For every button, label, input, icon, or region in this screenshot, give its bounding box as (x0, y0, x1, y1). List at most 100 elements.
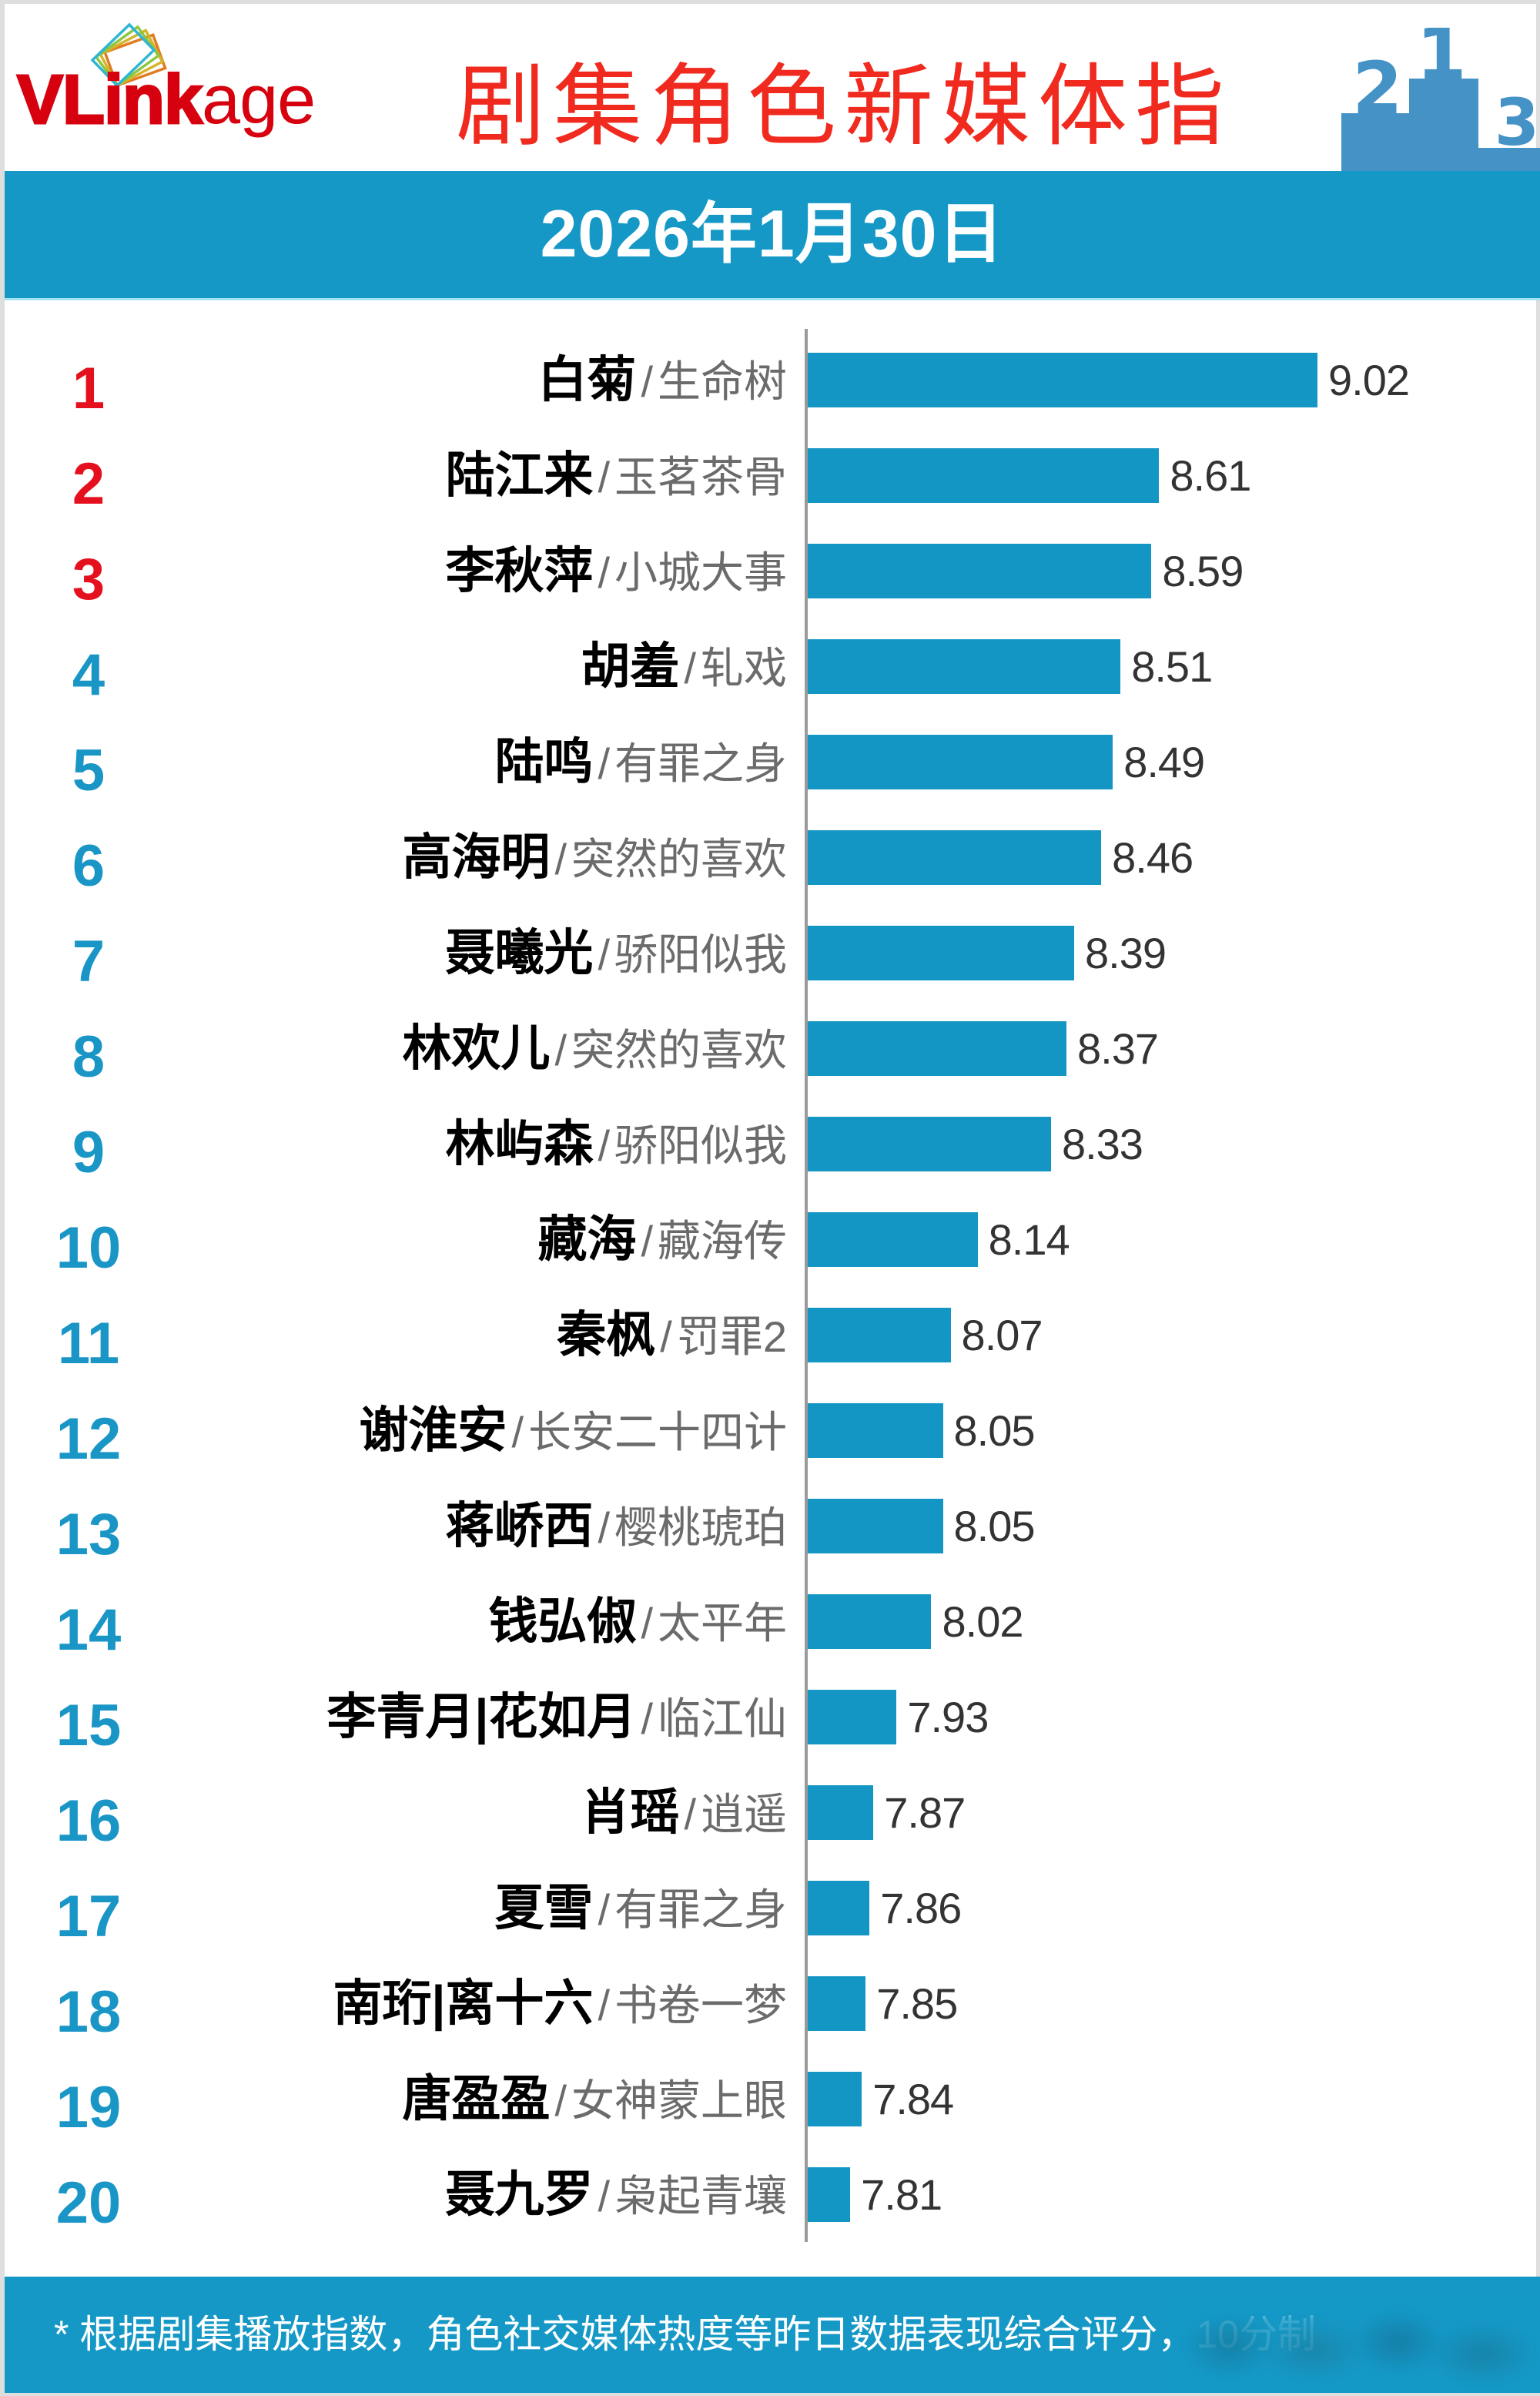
ranking-row: 1 白菊 / 生命树 9.02 (0, 339, 1540, 434)
character-name: 陆江来 (445, 447, 594, 503)
score-value: 7.86 (880, 1884, 962, 1932)
separator: / (684, 1790, 696, 1838)
ranking-row: 15 李青月|花如月 / 临江仙 7.93 (0, 1676, 1540, 1771)
character-name: 秦枫 (557, 1307, 656, 1362)
ranking-row: 7 聂曦光 / 骄阳似我 8.39 (0, 912, 1540, 1007)
score-bar (808, 830, 1102, 885)
rank-number: 19 (55, 2075, 122, 2140)
ranking-row: 2 陆江来 / 玉茗茶骨 8.61 (0, 434, 1540, 530)
ranking-row: 11 秦枫 / 罚罪2 8.07 (0, 1294, 1540, 1389)
ranking-row: 5 陆鸣 / 有罪之身 8.49 (0, 721, 1540, 816)
row-label: 聂曦光 / 骄阳似我 (445, 926, 787, 980)
drama-title: 太平年 (658, 1599, 787, 1647)
character-name: 白菊 (537, 352, 637, 407)
drama-title: 骄阳似我 (614, 1121, 787, 1170)
character-name: 唐盈盈 (402, 2071, 551, 2126)
logo-text-light: age (202, 62, 316, 139)
score-value: 8.49 (1123, 738, 1205, 786)
chart-axis-line (805, 329, 808, 2242)
character-name: 胡羞 (581, 638, 680, 694)
character-name: 李秋萍 (445, 543, 594, 598)
separator: / (598, 1981, 610, 2029)
score-value: 8.59 (1162, 547, 1244, 595)
watermark-overlay (1183, 2311, 1537, 2381)
character-name: 聂曦光 (445, 925, 594, 980)
score-value: 9.02 (1328, 356, 1410, 404)
score-bar (808, 448, 1160, 503)
separator: / (641, 1694, 653, 1743)
rank-number: 7 (72, 929, 105, 994)
rank-number: 13 (55, 1502, 122, 1567)
row-label: 李青月|花如月 / 临江仙 (327, 1690, 787, 1744)
drama-title: 长安二十四计 (528, 1408, 787, 1456)
character-name: 聂九罗 (445, 2166, 594, 2222)
score-bar (808, 1690, 897, 1744)
row-label: 藏海 / 藏海传 (537, 1212, 787, 1267)
character-name: 林屿森 (445, 1116, 594, 1171)
row-label: 陆江来 / 玉茗茶骨 (445, 448, 787, 503)
row-label: 李秋萍 / 小城大事 (445, 544, 787, 598)
rank-number: 9 (72, 1120, 105, 1185)
separator: / (684, 644, 696, 692)
row-label: 白菊 / 生命树 (537, 353, 787, 407)
score-value: 7.87 (884, 1788, 966, 1837)
score-value: 8.37 (1077, 1024, 1159, 1073)
separator: / (554, 835, 567, 883)
ranking-row: 4 胡羞 / 轧戏 8.51 (0, 625, 1540, 721)
drama-title: 生命树 (658, 357, 787, 406)
ranking-row: 8 林欢儿 / 突然的喜欢 8.37 (0, 1007, 1540, 1103)
separator: / (641, 357, 653, 406)
score-value: 7.84 (872, 2075, 954, 2123)
row-label: 聂九罗 / 枭起青壤 (445, 2167, 787, 2222)
score-bar (808, 1308, 951, 1362)
score-bar (808, 1785, 874, 1840)
score-value: 7.93 (907, 1693, 989, 1741)
ranking-row: 3 李秋萍 / 小城大事 8.59 (0, 530, 1540, 625)
drama-title: 罚罪2 (676, 1312, 787, 1361)
logo-wordmark: VLinkage (15, 65, 316, 136)
character-name: 陆鸣 (494, 734, 594, 789)
character-name: 肖瑶 (581, 1784, 680, 1840)
score-bar (808, 1499, 943, 1553)
rank-number: 20 (55, 2170, 122, 2236)
drama-title: 有罪之身 (614, 739, 787, 788)
ranking-row: 10 藏海 / 藏海传 8.14 (0, 1198, 1540, 1294)
score-value: 8.46 (1112, 833, 1194, 882)
rank-number: 1 (72, 356, 105, 421)
score-value: 7.85 (876, 1979, 958, 2028)
rank-number: 4 (72, 642, 105, 708)
logo-text-bold: VLink (15, 62, 203, 139)
score-value: 8.33 (1061, 1120, 1143, 1168)
podium-label-third: 3 (1495, 85, 1539, 160)
vlinkage-logo: VLinkage (15, 19, 346, 150)
footer-banner: * 根据剧集播放指数，角色社交媒体热度等昨日数据表现综合评分，10分制 (5, 2277, 1540, 2393)
ranking-row: 6 高海明 / 突然的喜欢 8.46 (0, 816, 1540, 912)
character-name: 谢淮安 (359, 1402, 507, 1458)
score-bar (808, 353, 1317, 407)
rank-number: 10 (55, 1215, 122, 1281)
drama-title: 逍遥 (701, 1790, 787, 1838)
separator: / (598, 930, 610, 979)
score-value: 8.14 (988, 1215, 1070, 1264)
separator: / (511, 1408, 524, 1456)
character-name: 林欢儿 (402, 1020, 551, 1076)
score-bar (808, 1403, 943, 1458)
row-label: 蒋峤西 / 樱桃琥珀 (445, 1499, 787, 1553)
score-bar (808, 926, 1075, 980)
score-bar (808, 544, 1152, 598)
character-name: 李青月|花如月 (326, 1689, 637, 1744)
row-label: 南珩|离十六 / 书卷一梦 (333, 1976, 787, 2031)
separator: / (598, 548, 610, 597)
drama-title: 女神蒙上眼 (571, 2076, 787, 2125)
score-bar (808, 735, 1113, 789)
rank-number: 17 (55, 1884, 122, 1949)
rank-number: 15 (55, 1693, 122, 1758)
rank-number: 11 (57, 1311, 120, 1376)
score-bar (808, 1212, 978, 1267)
separator: / (660, 1312, 672, 1361)
rank-number: 16 (55, 1788, 122, 1854)
drama-title: 突然的喜欢 (571, 835, 787, 883)
score-value: 8.07 (961, 1311, 1043, 1359)
rank-number: 12 (55, 1406, 122, 1472)
drama-title: 小城大事 (614, 548, 787, 597)
